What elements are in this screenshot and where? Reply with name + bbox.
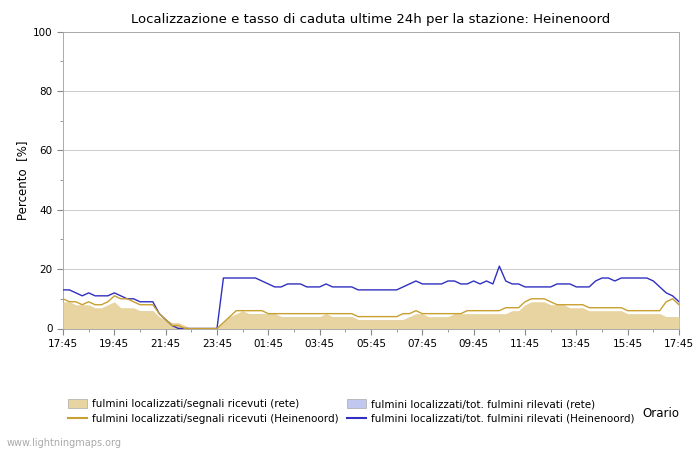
Text: www.lightningmaps.org: www.lightningmaps.org	[7, 438, 122, 448]
Text: Orario: Orario	[642, 407, 679, 420]
Title: Localizzazione e tasso di caduta ultime 24h per la stazione: Heinenoord: Localizzazione e tasso di caduta ultime …	[132, 13, 610, 26]
Y-axis label: Percento  [%]: Percento [%]	[16, 140, 29, 220]
Legend: fulmini localizzati/segnali ricevuti (rete), fulmini localizzati/segnali ricevut: fulmini localizzati/segnali ricevuti (re…	[68, 399, 635, 423]
